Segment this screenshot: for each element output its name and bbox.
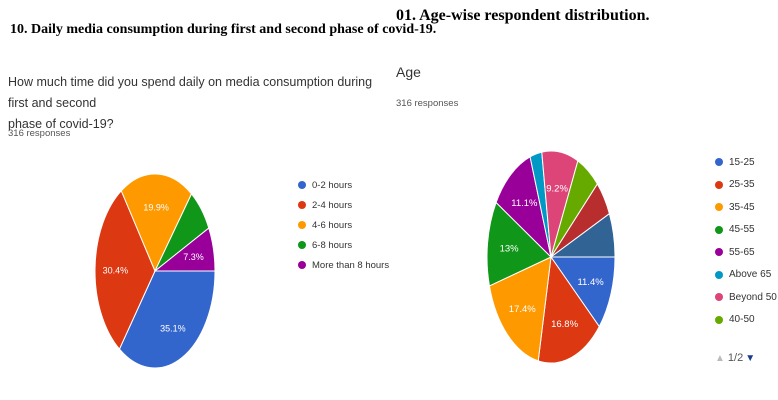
pie-slice-25-35[interactable] — [537, 255, 600, 364]
legend-label: 6-8 hours — [312, 239, 353, 251]
triangle-down-icon[interactable]: ▼ — [745, 352, 756, 364]
legend-label: 2-4 hours — [312, 199, 353, 211]
age-distribution-pie-chart: 11.4% 16.8% 17.4% 13% 11.1% 9.2% — [486, 150, 616, 364]
legend-item-2-4-hours[interactable]: 2-4 hours — [298, 195, 389, 215]
legend-label: 40-50 — [729, 314, 755, 326]
legend-swatch — [715, 180, 723, 189]
question-text: Age — [396, 64, 421, 80]
legend-swatch — [715, 270, 723, 279]
figure-title: 01. Age-wise respondent distribution. — [396, 7, 650, 24]
pie-slice-more-than-8-hours[interactable] — [153, 227, 216, 272]
legend-label: 45-55 — [729, 224, 755, 236]
pie-slice-55-65[interactable] — [495, 156, 552, 259]
legend-swatch — [715, 315, 723, 324]
legend-item-above-65[interactable]: Above 65 — [715, 264, 777, 287]
question-text: How much time did you spend daily on med… — [8, 72, 388, 135]
pie-slice-0-2-hours[interactable] — [118, 270, 216, 369]
left-chart-panel: 10. Daily media consumption during first… — [8, 22, 436, 369]
triangle-up-icon[interactable]: ▲ — [715, 352, 725, 364]
pie-slice-4-6-hours[interactable] — [120, 173, 193, 273]
pie-data-label: 19.9% — [143, 203, 169, 213]
legend-item-beyond-50[interactable]: Beyond 50 — [715, 286, 777, 309]
legend-swatch — [715, 203, 723, 212]
pie-slice-15-25[interactable] — [550, 256, 616, 328]
legend-item-55-65[interactable]: 55-65 — [715, 241, 777, 264]
legend-item-4-6-hours[interactable]: 4-6 hours — [298, 215, 389, 235]
legend-item-more-than-8-hours[interactable]: More than 8 hours — [298, 255, 389, 275]
legend-label: More than 8 hours — [312, 259, 390, 271]
pie-data-label: 13% — [500, 243, 520, 254]
legend-item-15-25[interactable]: 15-25 — [715, 151, 777, 174]
pie-data-label: 11.1% — [511, 198, 538, 209]
pager-text: 1/2 — [727, 352, 744, 364]
legend-label: 0-2 hours — [312, 179, 353, 191]
legend-label: 25-35 — [729, 179, 755, 191]
legend-swatch — [298, 221, 306, 229]
pie-slice-slice-9[interactable] — [549, 212, 616, 258]
pie-slice-2-4-hours[interactable] — [94, 189, 156, 351]
response-count: 316 responses — [8, 128, 71, 139]
legend-item-35-45[interactable]: 35-45 — [715, 196, 777, 219]
pie-data-label: 35.1% — [160, 324, 186, 334]
legend-item-25-35[interactable]: 25-35 — [715, 174, 777, 197]
legend-swatch — [715, 293, 723, 302]
legend-swatch — [298, 241, 306, 249]
pie-slice-45-55[interactable] — [486, 201, 552, 287]
question-line: How much time did you spend daily on med… — [8, 75, 373, 110]
legend-swatch — [715, 225, 723, 234]
legend-swatch — [715, 158, 723, 167]
pie-data-label: 16.8% — [551, 319, 578, 330]
legend-pager: ▲ 1/2 ▼ — [715, 352, 755, 364]
pie-data-label: 30.4% — [103, 265, 129, 275]
media-consumption-pie-chart: 35.1% 30.4% 19.9% 7.3% — [94, 173, 216, 369]
chart-legend: 15-25 25-35 35-45 45-55 55-65 Above 65 Beyond … — [715, 151, 777, 331]
pie-data-label: 9.2% — [546, 183, 568, 194]
legend-item-6-8-hours[interactable]: 6-8 hours — [298, 235, 389, 255]
legend-swatch — [298, 181, 306, 189]
pie-slice-35-45[interactable] — [488, 256, 552, 362]
legend-label: Beyond 50 — [729, 291, 777, 303]
pie-data-label: 7.3% — [183, 252, 204, 262]
pie-data-label: 11.4% — [577, 277, 604, 288]
chart-legend: 0-2 hours 2-4 hours 4-6 hours 6-8 hours More… — [298, 175, 389, 275]
legend-item-40-50[interactable]: 40-50 — [715, 309, 777, 332]
response-count: 316 responses — [396, 98, 459, 109]
legend-item-45-55[interactable]: 45-55 — [715, 219, 777, 242]
legend-label: 55-65 — [729, 246, 755, 258]
legend-label: 4-6 hours — [312, 219, 353, 231]
legend-swatch — [298, 261, 306, 269]
legend-label: Above 65 — [729, 269, 772, 281]
legend-swatch — [715, 248, 723, 257]
legend-item-0-2-hours[interactable]: 0-2 hours — [298, 175, 389, 195]
pie-data-label: 17.4% — [509, 304, 536, 315]
legend-label: 15-25 — [729, 156, 755, 168]
right-chart-panel: 01. Age-wise respondent distribution. Ag… — [390, 0, 778, 400]
legend-label: 35-45 — [729, 201, 755, 213]
figure-title: 10. Daily media consumption during first… — [10, 22, 437, 37]
question-line: phase of covid-19? — [8, 117, 114, 131]
legend-swatch — [298, 201, 306, 209]
